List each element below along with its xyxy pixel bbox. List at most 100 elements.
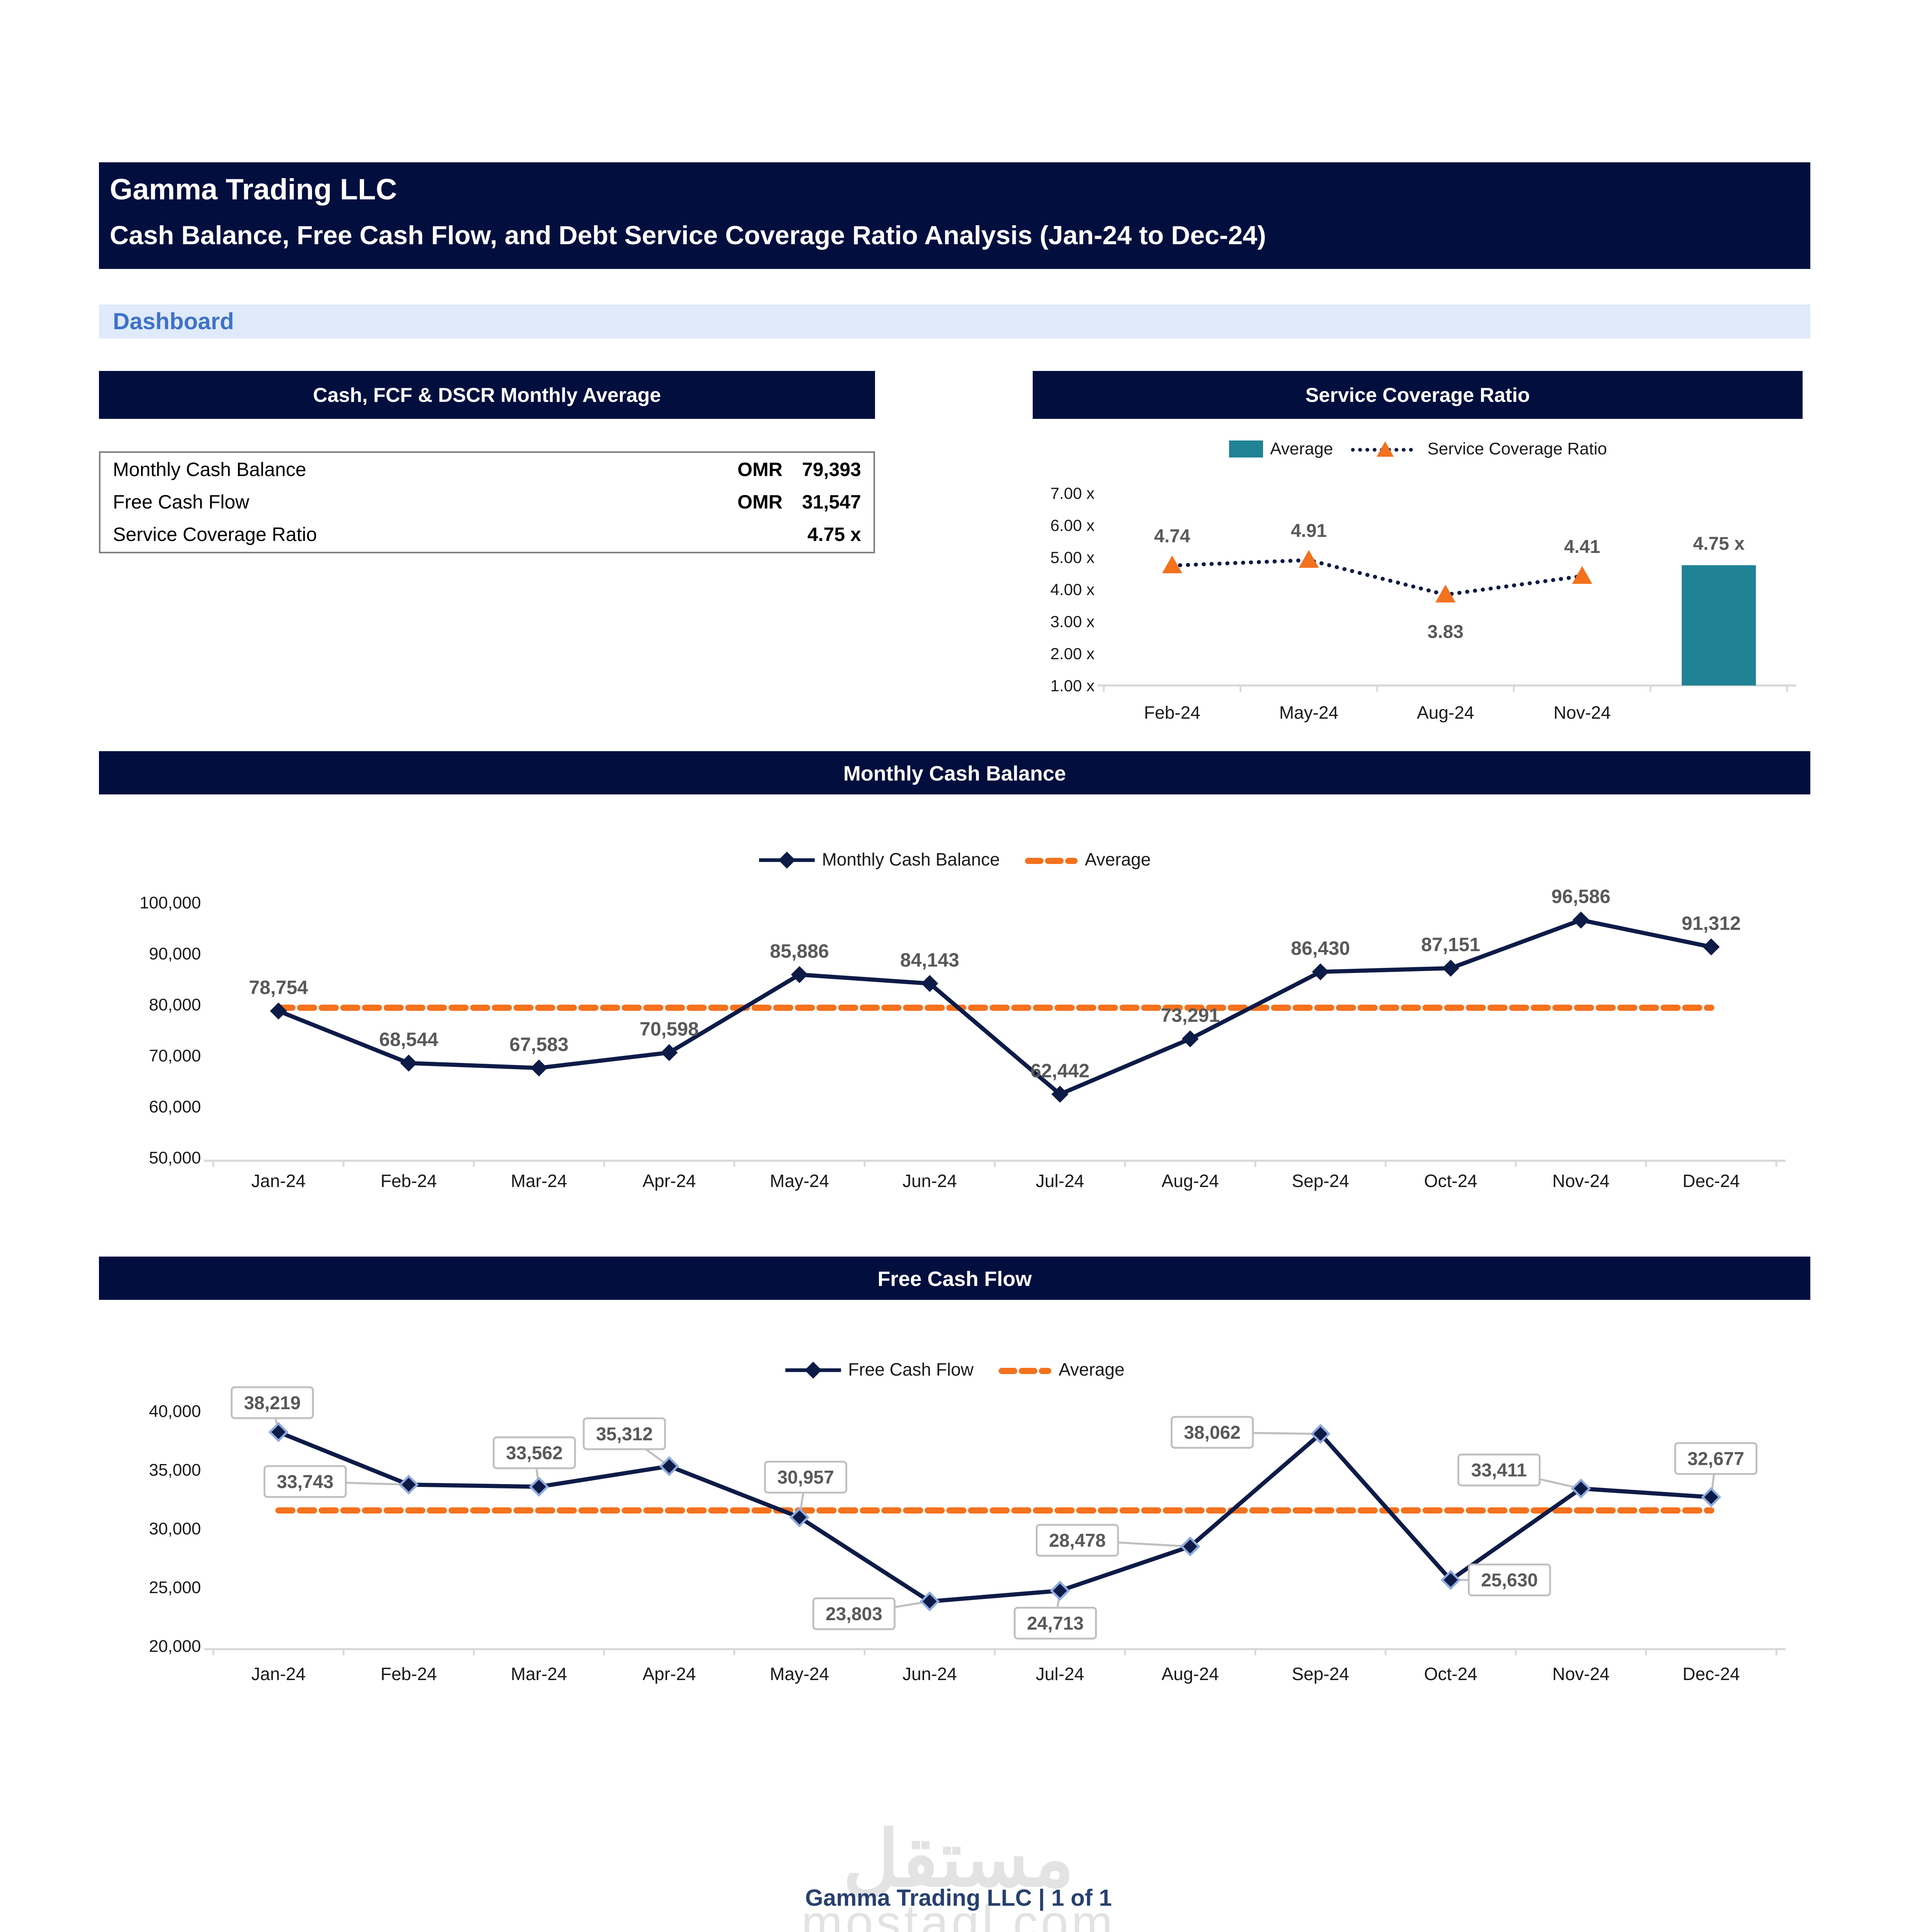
table-row: Monthly Cash Balance OMR 79,393 [100, 453, 873, 486]
currency-code: OMR [737, 491, 783, 513]
svg-text:Feb-24: Feb-24 [381, 1664, 437, 1684]
scr-legend: Average Service Coverage Ratio [1033, 437, 1803, 461]
svg-text:28,478: 28,478 [1049, 1531, 1106, 1551]
svg-text:Feb-24: Feb-24 [381, 1171, 437, 1191]
svg-text:5.00 x: 5.00 x [1050, 548, 1095, 566]
svg-text:Dec-24: Dec-24 [1682, 1171, 1740, 1191]
svg-text:25,000: 25,000 [149, 1578, 201, 1597]
svg-text:Dec-24: Dec-24 [1682, 1664, 1740, 1684]
svg-text:Sep-24: Sep-24 [1292, 1171, 1349, 1191]
watermark-domain-text: mostaql.com [801, 1895, 1116, 1932]
svg-text:62,442: 62,442 [1030, 1060, 1090, 1082]
svg-text:32,677: 32,677 [1687, 1449, 1744, 1469]
summary-panel-title: Cash, FCF & DSCR Monthly Average [99, 371, 875, 419]
svg-text:86,430: 86,430 [1291, 937, 1350, 959]
svg-text:Nov-24: Nov-24 [1552, 1171, 1609, 1191]
svg-text:May-24: May-24 [770, 1664, 829, 1684]
dashboard-label-text: Dashboard [113, 308, 234, 335]
service-coverage-ratio-chart: 7.00 x 6.00 x 5.00 x 4.00 x 3.00 x 2.00 x 1.00… [1050, 484, 1796, 723]
svg-text:2.00 x: 2.00 x [1050, 645, 1095, 663]
svg-text:Mar-24: Mar-24 [511, 1664, 567, 1684]
dotted-line-triangle-swatch-icon [1352, 440, 1420, 456]
svg-text:4.00 x: 4.00 x [1050, 580, 1095, 599]
orange-dash-swatch-icon [998, 1367, 1051, 1373]
svg-text:3.83: 3.83 [1427, 622, 1463, 642]
svg-text:4.41: 4.41 [1564, 537, 1600, 557]
svg-text:4.74: 4.74 [1154, 526, 1190, 547]
svg-text:Jul-24: Jul-24 [1036, 1664, 1084, 1684]
svg-text:24,713: 24,713 [1027, 1614, 1084, 1634]
svg-text:91,312: 91,312 [1682, 913, 1741, 934]
orange-dash-swatch-icon [1024, 857, 1077, 863]
table-row: Free Cash Flow OMR 31,547 [100, 486, 873, 519]
row-value: 31,547 [802, 491, 861, 513]
svg-text:Apr-24: Apr-24 [642, 1664, 696, 1684]
svg-text:40,000: 40,000 [149, 1402, 201, 1421]
svg-text:Mar-24: Mar-24 [511, 1171, 567, 1191]
legend-item-fcf: Free Cash Flow [785, 1360, 974, 1380]
svg-text:70,000: 70,000 [149, 1046, 201, 1065]
legend-item-average: Average [998, 1361, 1125, 1379]
row-label: Service Coverage Ratio [113, 524, 317, 546]
svg-text:30,957: 30,957 [777, 1468, 834, 1488]
row-label: Monthly Cash Balance [113, 458, 306, 480]
svg-text:80,000: 80,000 [149, 995, 201, 1014]
svg-text:23,803: 23,803 [826, 1604, 882, 1624]
svg-text:60,000: 60,000 [149, 1097, 201, 1116]
svg-text:Oct-24: Oct-24 [1424, 1664, 1477, 1684]
svg-text:87,151: 87,151 [1421, 934, 1480, 956]
svg-text:70,598: 70,598 [640, 1018, 699, 1040]
fcf-legend: Free Cash Flow Average [99, 1359, 1810, 1382]
svg-text:68,544: 68,544 [379, 1029, 438, 1050]
summary-table: Monthly Cash Balance OMR 79,393 Free Cash… [99, 451, 875, 553]
svg-text:20,000: 20,000 [149, 1637, 201, 1656]
svg-text:38,062: 38,062 [1184, 1423, 1241, 1443]
mcb-section-banner: Monthly Cash Balance [99, 751, 1810, 794]
row-value: 79,393 [802, 458, 861, 480]
svg-text:33,562: 33,562 [506, 1443, 563, 1464]
svg-text:Aug-24: Aug-24 [1161, 1171, 1219, 1191]
svg-text:6.00 x: 6.00 x [1050, 516, 1095, 534]
svg-text:50,000: 50,000 [149, 1148, 201, 1167]
teal-bar-swatch-icon [1228, 440, 1263, 457]
svg-text:90,000: 90,000 [149, 944, 201, 963]
fcf-section-banner: Free Cash Flow [99, 1257, 1810, 1300]
svg-text:Nov-24: Nov-24 [1553, 702, 1611, 723]
svg-text:Oct-24: Oct-24 [1424, 1171, 1477, 1191]
line-diamond-swatch-icon [785, 1362, 841, 1379]
svg-text:1.00 x: 1.00 x [1050, 677, 1095, 695]
svg-text:May-24: May-24 [770, 1171, 829, 1191]
watermark: مستقل mostaql.com [0, 1821, 1917, 1932]
svg-text:7.00 x: 7.00 x [1050, 484, 1095, 502]
company-title: Gamma Trading LLC [110, 175, 397, 207]
svg-text:Jun-24: Jun-24 [902, 1664, 957, 1684]
svg-text:Sep-24: Sep-24 [1292, 1664, 1349, 1684]
svg-text:30,000: 30,000 [149, 1519, 201, 1538]
watermark-arabic-text: مستقل [843, 1816, 1074, 1903]
svg-text:Jan-24: Jan-24 [251, 1171, 306, 1191]
svg-text:Jun-24: Jun-24 [902, 1171, 957, 1191]
svg-text:Aug-24: Aug-24 [1417, 702, 1474, 723]
scr-chart-title: Service Coverage Ratio [1033, 371, 1803, 419]
svg-text:35,312: 35,312 [596, 1424, 653, 1444]
svg-text:Aug-24: Aug-24 [1161, 1664, 1219, 1684]
svg-text:Jan-24: Jan-24 [251, 1664, 306, 1684]
legend-item-mcb: Monthly Cash Balance [758, 850, 1000, 870]
table-row: Service Coverage Ratio 4.75 x [100, 519, 873, 552]
svg-text:84,143: 84,143 [900, 949, 959, 971]
svg-text:33,743: 33,743 [277, 1472, 334, 1492]
legend-item-scr: Service Coverage Ratio [1352, 438, 1607, 460]
svg-text:35,000: 35,000 [149, 1461, 201, 1480]
mcb-legend: Monthly Cash Balance Average [99, 849, 1810, 872]
svg-text:Feb-24: Feb-24 [1144, 702, 1200, 723]
svg-text:78,754: 78,754 [249, 976, 308, 998]
svg-text:85,886: 85,886 [770, 940, 829, 962]
free-cash-flow-chart: 40,000 35,000 30,000 25,000 20,000 Jan-24 Feb-… [149, 1386, 1786, 1684]
svg-text:3.00 x: 3.00 x [1050, 612, 1095, 631]
svg-text:May-24: May-24 [1279, 702, 1338, 723]
svg-text:4.75 x: 4.75 x [1693, 534, 1745, 554]
svg-text:96,586: 96,586 [1551, 886, 1611, 907]
svg-text:33,411: 33,411 [1471, 1460, 1527, 1481]
row-value: 4.75 x [807, 524, 861, 546]
